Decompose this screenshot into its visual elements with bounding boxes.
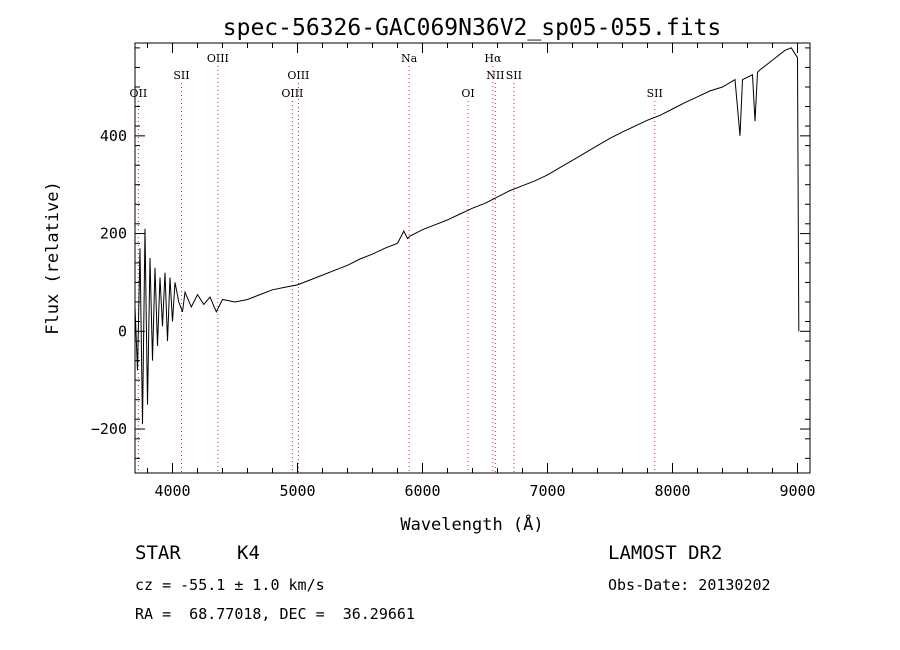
plot-frame	[134, 42, 811, 474]
spectral-line-label: OIII	[207, 52, 229, 65]
spectral-line-label: OIII	[287, 69, 309, 82]
spectral-line-label: OI	[461, 87, 474, 100]
x-tick-label: 9000	[779, 482, 815, 500]
x-tick-label: 7000	[529, 482, 565, 500]
object-type: STAR	[135, 542, 181, 564]
chart-title: spec-56326-GAC069N36V2_sp05-055.fits	[223, 15, 722, 41]
obs-date: Obs-Date: 20130202	[608, 576, 771, 594]
redshift-text: cz = -55.1 ± 1.0 km/s	[135, 576, 325, 594]
spectral-line-label: NII	[486, 69, 504, 82]
y-tick-label: 0	[118, 322, 127, 340]
spectral-line-label: Na	[401, 52, 418, 65]
x-tick-label: 4000	[154, 482, 190, 500]
x-axis-label: Wavelength (Å)	[400, 513, 543, 535]
coordinates-text: RA = 68.77018, DEC = 36.29661	[135, 605, 415, 623]
spectral-line-label: OII	[130, 87, 148, 100]
y-tick-label: 400	[100, 127, 127, 145]
y-tick-label: 200	[100, 225, 127, 243]
y-tick-label: −200	[91, 420, 127, 438]
survey-name: LAMOST DR2	[608, 542, 723, 564]
object-subclass: K4	[237, 542, 260, 564]
x-tick-label: 5000	[279, 482, 315, 500]
spectral-line-label: SII	[647, 87, 663, 100]
x-tick-label: 6000	[404, 482, 440, 500]
x-tick-label: 8000	[654, 482, 690, 500]
axis-ticks-layer: 4000 5000 6000 7000 8000 9000 −200 0 200 400	[91, 43, 816, 500]
spectral-line-label: SII	[173, 69, 189, 82]
spectral-line-label: SII	[506, 69, 522, 82]
y-axis-label: Flux (relative)	[43, 181, 63, 335]
spectrum-line	[134, 47, 800, 425]
spectral-line-label: OIII	[281, 87, 303, 100]
spectral-line-label: Hα	[484, 52, 502, 65]
